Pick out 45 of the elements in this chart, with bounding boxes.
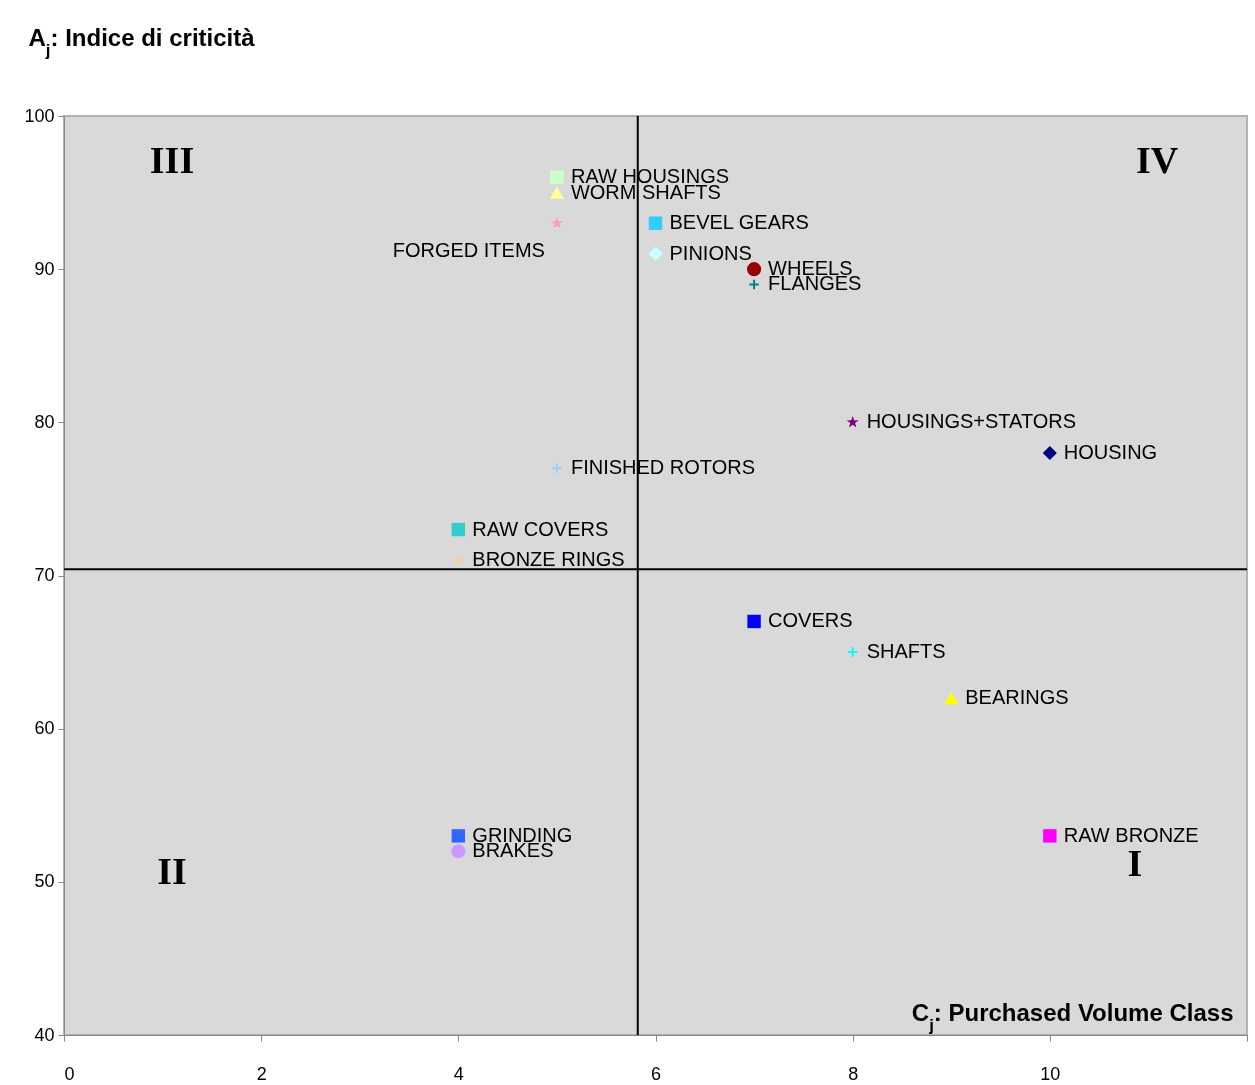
annotation: II (157, 850, 187, 892)
series-label: BEVEL GEARS (669, 211, 809, 234)
series-label: HOUSINGS+STATORS (866, 410, 1077, 433)
point (648, 246, 663, 261)
point (747, 262, 762, 277)
series-label: COVERS (768, 609, 853, 632)
series-label: FORGED ITEMS (392, 239, 545, 262)
point (451, 844, 466, 859)
series-label: HOUSING (1063, 440, 1158, 463)
point (550, 170, 564, 184)
point (451, 522, 466, 537)
x-tick-label: 4 (453, 1063, 464, 1084)
point (648, 216, 663, 230)
point (451, 829, 466, 843)
x-tick-label: 0 (64, 1063, 75, 1084)
point (944, 691, 959, 705)
point (1042, 445, 1057, 461)
series-label: PINIONS (669, 241, 752, 264)
point (846, 416, 859, 428)
series-label: BEARINGS (965, 686, 1069, 709)
series-label: RAW COVERS (472, 517, 609, 540)
x-tick-label: 10 (1040, 1063, 1061, 1084)
point (549, 186, 564, 199)
point (748, 278, 760, 291)
y-tick-label: 60 (34, 718, 55, 739)
x-tick-label: 2 (256, 1063, 267, 1084)
y-tick-label: 90 (34, 258, 55, 279)
y-tick-label: 100 (24, 105, 55, 126)
x-axis-title: C$_{j}$: Purchased Volume Class (911, 998, 1234, 1034)
x-tick-label: 8 (848, 1063, 859, 1084)
point (846, 646, 859, 658)
point (550, 216, 563, 229)
y-tick-label: 50 (34, 871, 55, 892)
y-tick-label: 70 (34, 565, 55, 585)
point (1043, 829, 1057, 843)
series-label: SHAFTS (866, 640, 946, 663)
series-label: BRONZE RINGS (472, 548, 625, 571)
annotation: IV (1135, 139, 1179, 181)
y-tick-label: 80 (34, 411, 55, 432)
annotation: III (149, 139, 195, 181)
point (452, 554, 465, 566)
y-axis-title: A$_{j}$: Indice di criticità (28, 23, 256, 59)
x-tick-label: 6 (650, 1063, 662, 1084)
point (747, 614, 761, 629)
y-tick-label: 40 (34, 1024, 55, 1045)
